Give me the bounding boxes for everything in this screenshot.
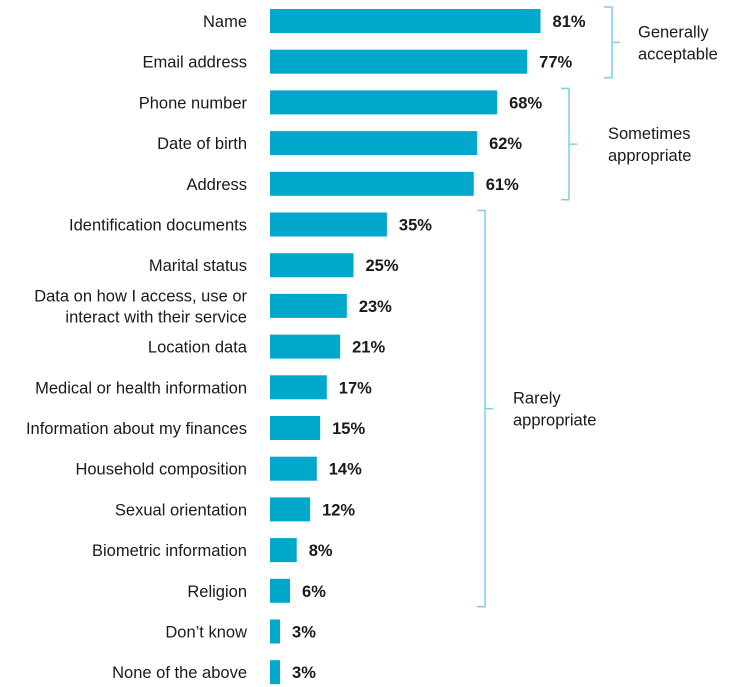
category-label: Phone number: [139, 94, 248, 112]
value-label: 8%: [309, 542, 333, 560]
value-label: 81%: [553, 13, 586, 31]
value-label: 17%: [339, 379, 372, 397]
group-label: acceptable: [638, 45, 718, 63]
group-label: appropriate: [608, 147, 691, 165]
value-label: 3%: [292, 664, 316, 682]
bar: [270, 90, 498, 115]
value-label: 14%: [329, 461, 362, 479]
group-label: Rarely: [513, 390, 561, 408]
category-label: Name: [203, 13, 247, 31]
group-label: Generally: [638, 23, 709, 41]
value-label: 6%: [302, 583, 326, 601]
value-label: 61%: [486, 176, 519, 194]
bar: [270, 9, 541, 33]
bar: [270, 456, 317, 481]
bar: [270, 49, 528, 74]
group-bracket: [561, 87, 577, 201]
bar: [270, 538, 297, 563]
category-label: Address: [186, 176, 247, 194]
group-label: appropriate: [513, 412, 596, 430]
value-label: 21%: [352, 339, 385, 357]
category-label: Don’t know: [165, 624, 247, 642]
category-label: Date of birth: [157, 135, 247, 153]
category-label: Information about my finances: [26, 420, 247, 438]
value-label: 77%: [539, 54, 572, 72]
category-label: Data on how I access, use or: [34, 287, 247, 305]
category-label: Identification documents: [69, 217, 247, 235]
bar: [270, 416, 321, 440]
bar: [270, 171, 474, 196]
category-label: Religion: [187, 583, 247, 601]
bar: [270, 497, 311, 522]
category-label: Email address: [142, 54, 247, 72]
bar: [270, 578, 291, 603]
category-label: Marital status: [149, 257, 247, 275]
value-label: 15%: [332, 420, 365, 438]
bar: [270, 660, 281, 685]
value-label: 35%: [399, 217, 432, 235]
category-label: None of the above: [112, 664, 247, 682]
value-label: 68%: [509, 94, 542, 112]
category-labels-group: Name Email address Phone number Date of bir…: [26, 13, 248, 682]
bar: [270, 375, 327, 400]
category-label: Sexual orientation: [115, 501, 247, 519]
value-label: 25%: [366, 257, 399, 275]
value-label: 12%: [322, 501, 355, 519]
category-label: interact with their service: [65, 308, 247, 326]
group-brackets-group: Generally acceptable Sometimes appropriate R…: [477, 6, 718, 608]
bar: [270, 334, 341, 359]
bars-group: [270, 9, 541, 685]
value-label: 3%: [292, 624, 316, 642]
value-label: 62%: [489, 135, 522, 153]
value-label: 23%: [359, 298, 392, 316]
category-label: Household composition: [75, 461, 247, 479]
group-bracket: [477, 209, 493, 608]
bar: [270, 212, 387, 237]
group-bracket: [604, 6, 620, 79]
bar: [270, 293, 347, 318]
bar: [270, 131, 478, 156]
category-label: Biometric information: [92, 542, 247, 560]
value-labels-group: 81% 77% 68% 62% 61% 35% 25% 23% 21% 17% 15% 14% 12% 8…: [292, 13, 586, 682]
bar: [270, 619, 281, 644]
group-label: Sometimes: [608, 125, 691, 143]
category-label: Medical or health information: [35, 379, 247, 397]
bar: [270, 253, 354, 278]
category-label: Location data: [148, 339, 248, 357]
